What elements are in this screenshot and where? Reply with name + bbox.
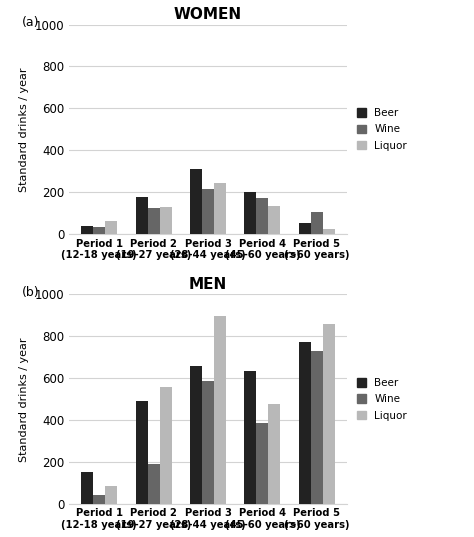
Text: (a): (a)	[22, 16, 40, 29]
Bar	[82, 226, 93, 234]
Legend: Beer, Wine, Liquor: Beer, Wine, Liquor	[355, 106, 409, 153]
Bar	[82, 471, 93, 504]
Bar	[245, 192, 256, 234]
Bar	[256, 424, 268, 504]
Legend: Beer, Wine, Liquor: Beer, Wine, Liquor	[355, 376, 409, 423]
Bar	[202, 381, 214, 504]
Bar	[136, 197, 148, 234]
Text: (b): (b)	[22, 286, 40, 299]
Bar	[299, 342, 311, 504]
Y-axis label: Standard drinks / year: Standard drinks / year	[19, 67, 29, 192]
Bar	[311, 212, 323, 234]
Bar	[214, 316, 226, 504]
Bar	[256, 198, 268, 234]
Bar	[105, 221, 117, 234]
Bar	[148, 208, 160, 234]
Bar	[311, 351, 323, 504]
Bar	[93, 227, 105, 234]
Bar	[268, 403, 280, 504]
Bar	[93, 495, 105, 504]
Title: WOMEN: WOMEN	[174, 7, 242, 22]
Y-axis label: Standard drinks / year: Standard drinks / year	[19, 337, 29, 462]
Bar	[299, 223, 311, 234]
Bar	[105, 487, 117, 504]
Bar	[202, 189, 214, 234]
Bar	[160, 387, 172, 504]
Bar	[190, 169, 202, 234]
Bar	[148, 465, 160, 504]
Bar	[245, 371, 256, 504]
Bar	[323, 229, 335, 234]
Bar	[323, 324, 335, 504]
Bar	[190, 366, 202, 504]
Bar	[136, 402, 148, 504]
Bar	[214, 183, 226, 234]
Bar	[268, 206, 280, 234]
Bar	[160, 207, 172, 234]
Title: MEN: MEN	[189, 277, 227, 292]
